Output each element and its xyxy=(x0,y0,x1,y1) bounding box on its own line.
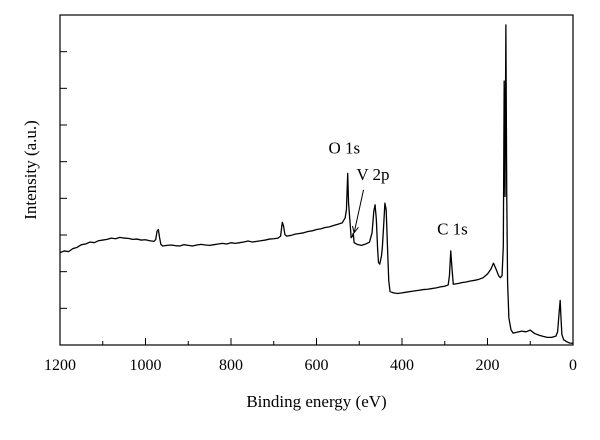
x-tick-label: 1000 xyxy=(130,357,162,374)
peak-label: V 2p xyxy=(356,165,389,184)
peak-label: O 1s xyxy=(328,139,360,158)
v2p-arrow-shaft xyxy=(353,189,365,233)
y-axis-ticks xyxy=(60,14,67,346)
y-axis-title: Intensity (a.u.) xyxy=(21,120,40,220)
x-tick-label: 0 xyxy=(569,357,577,374)
v2p-arrow-head xyxy=(352,225,359,234)
x-tick-label: 800 xyxy=(219,357,243,374)
x-tick-label: 1200 xyxy=(44,357,76,374)
x-tick-label: 200 xyxy=(476,357,500,374)
xps-spectrum-line xyxy=(59,24,574,344)
peak-label: Bi 4f xyxy=(489,0,524,4)
plot-area-border xyxy=(59,14,574,346)
series-layer xyxy=(59,24,574,344)
annotation-layer: Bi 4f O 1s V 2p C 1s xyxy=(328,0,523,238)
peak-label: C 1s xyxy=(437,219,468,238)
x-tick-label: 400 xyxy=(390,357,414,374)
x-tick-label: 600 xyxy=(305,357,329,374)
plot-frame xyxy=(59,14,574,346)
x-axis-title: Binding energy (eV) xyxy=(246,392,386,411)
x-axis-ticks: 1200 1000 800 600 400 200 0 xyxy=(44,338,577,374)
